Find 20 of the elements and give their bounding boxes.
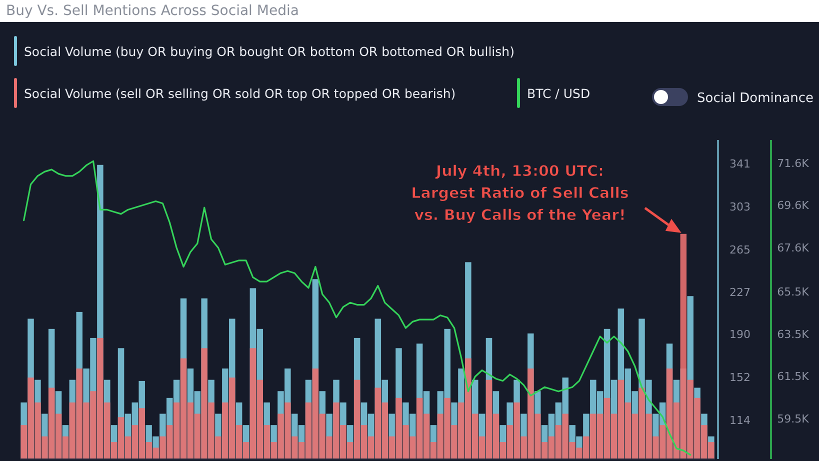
- y2-tick-label: 61.5K: [777, 370, 810, 384]
- y2-tick-label: 69.6K: [777, 199, 810, 212]
- y2-tick-label: 71.6K: [777, 156, 810, 170]
- legend-label: Social Volume (sell OR selling OR sold OR top OR topped OR bearish): [24, 86, 456, 101]
- y-tick-label: 265: [730, 243, 750, 256]
- y2-tick-label: 59.5K: [777, 412, 810, 426]
- legend-label: BTC / USD: [527, 86, 590, 101]
- y2-tick-label: 63.5K: [777, 328, 810, 341]
- y-tick-label: 227: [730, 286, 750, 300]
- chart-title: Buy Vs. Sell Mentions Across Social Media: [6, 3, 299, 19]
- text: Social Dominance: [697, 91, 814, 106]
- y2-tick-label: 67.6K: [777, 241, 810, 254]
- legend-label: Social Volume (buy OR buying OR bought OR bottom OR bottomed OR bullish): [24, 44, 514, 59]
- y-tick-label: 341: [730, 157, 750, 170]
- annotation: July 4th, 13:00 UTC: Largest Ratio of Sell Calls vs. Buy Calls of the Year!: [411, 162, 629, 224]
- y2-tick-label: 65.5K: [777, 286, 810, 299]
- y-tick-label: 190: [730, 328, 750, 342]
- y-tick-label: 152: [730, 371, 750, 384]
- y-tick-label: 114: [730, 414, 750, 428]
- y-tick-label: 303: [730, 200, 750, 214]
